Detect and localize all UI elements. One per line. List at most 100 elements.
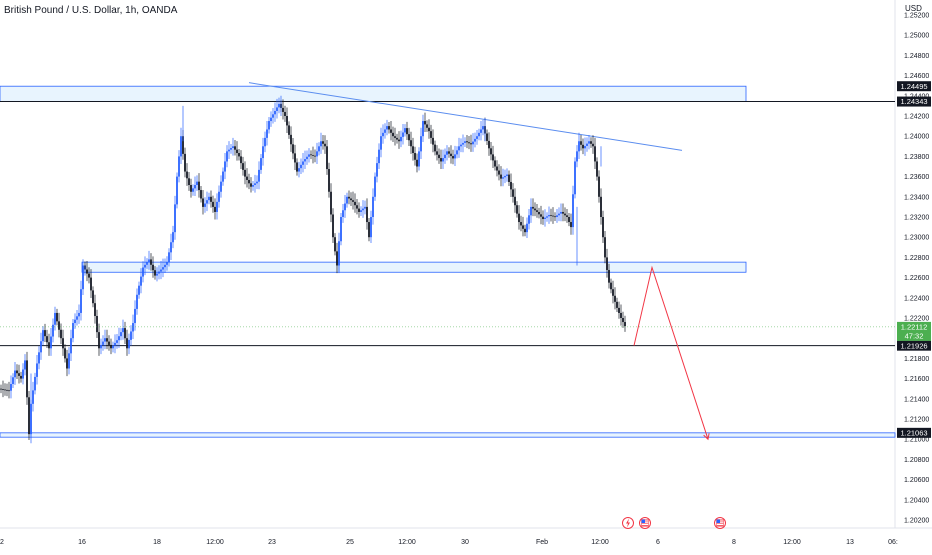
candle-body bbox=[200, 190, 202, 199]
candle-body bbox=[396, 137, 398, 140]
candle-body bbox=[420, 136, 422, 152]
candle-body bbox=[594, 146, 596, 162]
y-tick-label: 1.24200 bbox=[904, 114, 929, 121]
candle-body bbox=[512, 189, 514, 197]
x-tick-label: 12:00 bbox=[398, 539, 416, 546]
candle-body bbox=[234, 146, 236, 150]
candle-body bbox=[402, 132, 404, 137]
y-tick-label: 1.21000 bbox=[904, 437, 929, 444]
y-tick-label: 1.21200 bbox=[904, 417, 929, 424]
candle-body bbox=[250, 183, 252, 187]
candle-body bbox=[296, 162, 298, 172]
x-tick-label: 12:00 bbox=[783, 539, 801, 546]
candle-body bbox=[398, 139, 400, 142]
price-level-tag-bg bbox=[897, 81, 931, 92]
candle-body bbox=[126, 338, 128, 349]
candle-body bbox=[304, 159, 306, 162]
candle-body bbox=[138, 285, 140, 295]
candle-body bbox=[610, 282, 612, 290]
y-tick-label: 1.22800 bbox=[904, 255, 929, 262]
candle-body bbox=[434, 144, 436, 152]
candle-body bbox=[34, 376, 36, 391]
candle-body bbox=[284, 111, 286, 116]
candle-body bbox=[562, 211, 564, 214]
y-tick-label: 1.23800 bbox=[904, 154, 929, 161]
candle-body bbox=[100, 344, 102, 349]
candle-body bbox=[236, 149, 238, 154]
x-tick-label: 06: bbox=[888, 539, 898, 546]
candle-body bbox=[56, 312, 58, 322]
y-tick-label: 1.20200 bbox=[904, 518, 929, 525]
candle-body bbox=[496, 166, 498, 171]
candle-body bbox=[366, 206, 368, 223]
candle-body bbox=[320, 141, 322, 147]
x-tick-label: 12:00 bbox=[206, 539, 224, 546]
candle-body bbox=[464, 141, 466, 143]
candle-body bbox=[596, 161, 598, 177]
y-tick-label: 1.21800 bbox=[904, 356, 929, 363]
candle-body bbox=[174, 204, 176, 233]
candle-body bbox=[168, 252, 170, 263]
candle-body bbox=[394, 136, 396, 138]
candle-body bbox=[454, 154, 456, 159]
candle-body bbox=[262, 146, 264, 159]
candle-body bbox=[522, 225, 524, 229]
candle-body bbox=[218, 191, 220, 202]
candle-body bbox=[38, 352, 40, 364]
candle-body bbox=[494, 160, 496, 167]
candle-body bbox=[232, 146, 234, 148]
candle-body bbox=[130, 331, 132, 340]
candle-body bbox=[158, 271, 160, 274]
candle-body bbox=[564, 213, 566, 216]
candle-body bbox=[178, 156, 180, 177]
candle-body bbox=[2, 389, 4, 390]
candle-body bbox=[458, 146, 460, 151]
candle-body bbox=[466, 141, 468, 143]
candle-body bbox=[406, 128, 408, 135]
candle-body bbox=[328, 169, 330, 192]
candle-body bbox=[550, 214, 552, 216]
candle-body bbox=[388, 126, 390, 130]
candle-body bbox=[192, 188, 194, 192]
candle-body bbox=[566, 215, 568, 217]
candle-body bbox=[438, 154, 440, 159]
candle-body bbox=[76, 316, 78, 320]
candle-body bbox=[66, 358, 68, 369]
candle-body bbox=[104, 338, 106, 342]
x-tick-label: 23 bbox=[268, 539, 276, 546]
candle-body bbox=[316, 151, 318, 157]
candle-body bbox=[108, 341, 110, 345]
candle-body bbox=[576, 151, 578, 162]
candle-body bbox=[510, 181, 512, 190]
candle-body bbox=[246, 176, 248, 180]
candle-body bbox=[202, 198, 204, 207]
y-tick-label: 1.20600 bbox=[904, 477, 929, 484]
candle-body bbox=[546, 216, 548, 218]
candle-body bbox=[160, 269, 162, 272]
candle-body bbox=[224, 161, 226, 172]
y-tick-label: 1.20400 bbox=[904, 497, 929, 504]
candle-body bbox=[170, 242, 172, 253]
candle-body bbox=[428, 127, 430, 132]
candle-body bbox=[128, 339, 130, 349]
candle-body bbox=[536, 210, 538, 212]
trendline bbox=[248, 82, 683, 151]
candle-body bbox=[554, 216, 556, 218]
candle-body bbox=[278, 103, 280, 108]
candle-body bbox=[266, 129, 268, 138]
candle-body bbox=[476, 136, 478, 139]
candle-body bbox=[382, 132, 384, 137]
candle-body bbox=[380, 136, 382, 150]
candle-body bbox=[502, 177, 504, 179]
chart-title: British Pound / U.S. Dollar, 1h, OANDA bbox=[4, 5, 178, 16]
candle-body bbox=[222, 171, 224, 182]
candle-body bbox=[500, 174, 502, 179]
candle-body bbox=[414, 153, 416, 160]
candle-body bbox=[28, 397, 30, 435]
candle-body bbox=[152, 264, 154, 271]
candle-body bbox=[590, 141, 592, 144]
candle-body bbox=[474, 138, 476, 142]
candle-body bbox=[602, 217, 604, 238]
